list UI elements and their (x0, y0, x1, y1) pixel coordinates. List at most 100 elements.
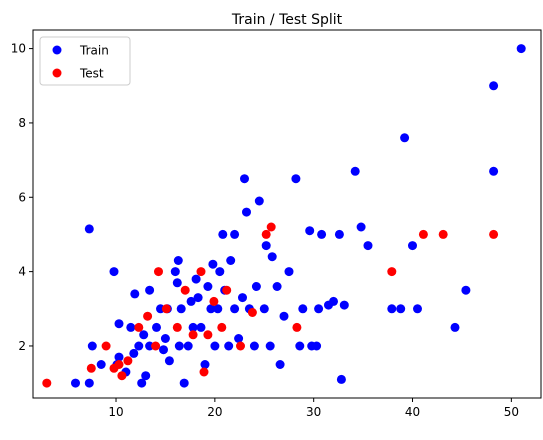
test-point (196, 267, 206, 277)
train-point (356, 222, 366, 232)
x-tick-label: 40 (405, 405, 420, 419)
train-point (336, 374, 346, 384)
train-point (238, 293, 247, 303)
train-point (200, 360, 210, 369)
x-tick-label: 30 (306, 405, 321, 419)
train-point (400, 133, 410, 143)
train-point (71, 378, 80, 388)
train-point (279, 311, 289, 321)
y-tick-label: 2 (18, 339, 26, 353)
test-point (161, 304, 171, 314)
train-point (230, 304, 240, 314)
train-point (261, 241, 271, 251)
test-point (266, 222, 276, 232)
train-point (84, 224, 94, 234)
train-point (203, 282, 213, 291)
train-point (186, 296, 196, 306)
train-point (254, 196, 264, 206)
train-point (206, 304, 216, 314)
train-point (139, 330, 149, 340)
train-point (396, 304, 406, 314)
test-point (261, 229, 271, 239)
train-point (179, 378, 189, 388)
test-point (292, 322, 302, 332)
train-point (114, 319, 124, 329)
train-point (251, 282, 261, 291)
train-point (291, 174, 301, 184)
train-point (275, 360, 285, 369)
test-point (134, 322, 144, 332)
train-point (191, 274, 201, 284)
chart-title: Train / Test Split (231, 12, 343, 28)
train-point (145, 285, 155, 295)
train-point (137, 378, 147, 388)
train-point (213, 304, 223, 314)
train-point (314, 304, 324, 314)
test-point (387, 267, 397, 277)
train-point (234, 334, 244, 343)
train-point (298, 304, 308, 314)
train-point (489, 81, 499, 91)
test-point (438, 229, 448, 239)
train-point (152, 322, 161, 332)
train-point (96, 360, 106, 369)
train-point (208, 259, 218, 269)
test-point (489, 229, 499, 239)
train-point (215, 267, 225, 277)
train-point (87, 341, 97, 351)
legend-label: Train (79, 44, 109, 58)
train-point (196, 322, 206, 332)
test-point (154, 267, 163, 277)
train-point (242, 207, 251, 217)
train-point (210, 341, 220, 351)
test-point (172, 322, 182, 332)
train-point (295, 341, 305, 351)
y-tick-label: 10 (11, 42, 26, 56)
train-point (413, 304, 422, 314)
train-point (183, 341, 193, 351)
train-point (141, 371, 151, 381)
train-point (173, 256, 183, 265)
train-point (126, 322, 136, 332)
legend-marker (52, 68, 62, 78)
test-point (180, 285, 190, 295)
y-tick-label: 4 (18, 265, 26, 279)
train-point (230, 229, 240, 239)
legend-marker (52, 45, 62, 55)
test-point (209, 296, 219, 306)
y-tick-label: 6 (18, 190, 26, 204)
train-point (334, 229, 344, 239)
train-point (164, 356, 174, 366)
train-point (174, 341, 184, 351)
test-point (42, 378, 52, 388)
train-point (516, 44, 526, 54)
test-point (418, 229, 428, 239)
legend: Train Test (39, 36, 131, 86)
train-point (317, 229, 327, 239)
train-point (249, 341, 259, 351)
axes: 10 20 30 40 50 2 4 6 8 10 (11, 42, 519, 419)
train-point (193, 293, 203, 303)
test-point (217, 322, 227, 332)
train-point (305, 226, 315, 236)
train-point (109, 267, 119, 277)
train-point (387, 304, 397, 314)
test-point (86, 363, 96, 373)
train-point (265, 341, 275, 351)
train-point (240, 174, 249, 184)
test-point (117, 371, 127, 381)
train-point (188, 322, 198, 332)
train-point (172, 278, 182, 288)
train-point (176, 304, 186, 314)
train-point (129, 348, 139, 358)
train-point (363, 241, 373, 251)
train-point (159, 345, 168, 355)
train-point (170, 267, 180, 277)
x-tick-label: 10 (108, 405, 123, 419)
train-point (272, 282, 282, 291)
test-point (101, 341, 111, 351)
train-point (130, 289, 140, 299)
train-point (226, 256, 236, 265)
legend-box (39, 36, 131, 86)
